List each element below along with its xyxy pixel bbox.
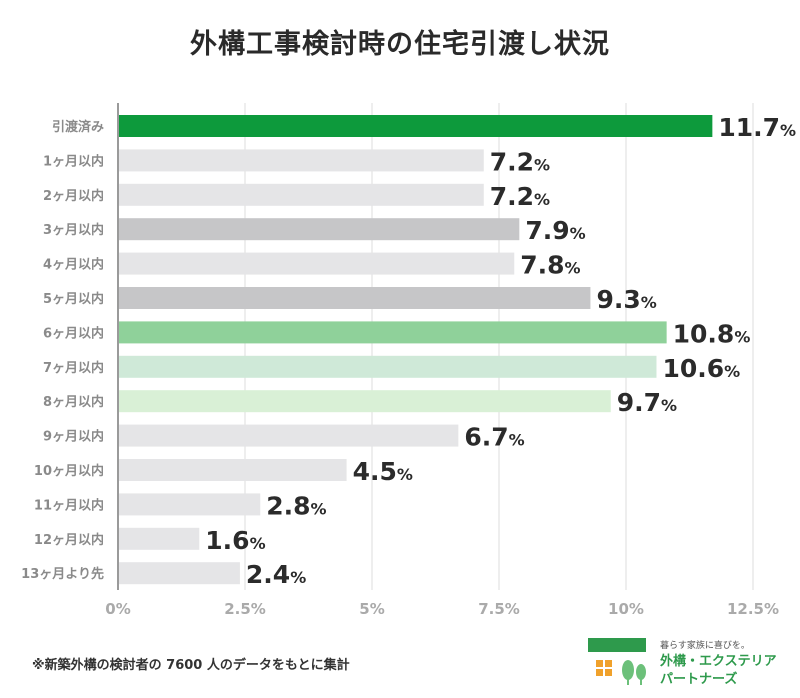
data-label: 11.7%: [718, 113, 796, 142]
bar: [118, 149, 484, 172]
data-label: 4.5%: [353, 457, 413, 486]
category-label: 13ヶ月より先: [21, 566, 104, 582]
data-label: 1.6%: [205, 526, 265, 555]
category-label: 5ヶ月以内: [43, 291, 104, 307]
bar: [118, 252, 515, 275]
data-label: 10.6%: [662, 354, 740, 383]
bar: [118, 562, 240, 585]
data-label: 9.3%: [596, 285, 656, 314]
data-label-unit: %: [661, 396, 677, 415]
category-label: 2ヶ月以内: [43, 188, 104, 204]
data-label-unit: %: [734, 327, 750, 346]
x-tick-label: 10%: [608, 600, 644, 618]
data-label-unit: %: [641, 293, 657, 312]
bar: [118, 183, 484, 206]
category-label: 3ヶ月以内: [43, 222, 104, 238]
bar: [118, 115, 713, 137]
data-label-unit: %: [780, 121, 796, 140]
data-label: 7.8%: [520, 251, 580, 280]
bar-chart: 0% 2.5% 5% 7.5% 10% 12.5% 引渡済み 11.7% 1ヶ月以内 7.2% 2ヶ…: [21, 103, 796, 618]
bar: [118, 321, 667, 344]
x-tick-label: 0%: [105, 600, 130, 618]
bar: [118, 459, 347, 481]
bar: [118, 390, 611, 413]
category-label: 10ヶ月以内: [34, 463, 104, 479]
data-label-unit: %: [534, 190, 550, 209]
bar: [118, 527, 200, 550]
data-label: 7.2%: [490, 182, 550, 211]
data-label: 2.4%: [246, 560, 306, 589]
category-label: 12ヶ月以内: [34, 532, 104, 548]
category-label: 9ヶ月以内: [43, 429, 104, 445]
data-label: 7.2%: [490, 147, 550, 176]
category-label: 引渡済み: [52, 119, 104, 135]
data-label-unit: %: [250, 534, 266, 553]
bar: [118, 355, 657, 378]
logo-name-line1: 外構・エクステリア: [660, 654, 777, 669]
data-label-unit: %: [570, 224, 586, 243]
data-label-unit: %: [311, 499, 327, 518]
category-label: 4ヶ月以内: [43, 257, 104, 273]
data-label: 10.8%: [673, 319, 751, 348]
logo-name-line2: パートナーズ: [660, 672, 738, 687]
data-label-unit: %: [724, 362, 740, 381]
data-label-unit: %: [509, 431, 525, 450]
data-label-unit: %: [290, 568, 306, 587]
logo-tagline: 暮らす家族に喜びを。: [660, 641, 750, 651]
category-label: 11ヶ月以内: [34, 497, 104, 513]
company-logo: 暮らす家族に喜びを。 外構・エクステリア パートナーズ: [588, 638, 788, 690]
category-label: 7ヶ月以内: [43, 360, 104, 376]
bar: [118, 493, 261, 516]
x-tick-label: 2.5%: [224, 600, 266, 618]
data-label-unit: %: [565, 259, 581, 278]
footnote: ※新築外構の検討者の 7600 人のデータをもとに集計: [32, 658, 350, 673]
x-tick-label: 12.5%: [727, 600, 779, 618]
bar: [118, 287, 591, 309]
data-label: 6.7%: [464, 423, 524, 452]
bar: [118, 424, 459, 447]
x-tick-label: 7.5%: [478, 600, 520, 618]
category-label: 6ヶ月以内: [43, 325, 104, 341]
house-trees-logo-icon: [588, 638, 646, 685]
bar: [118, 218, 520, 241]
data-label: 9.7%: [617, 388, 677, 417]
data-label: 2.8%: [266, 491, 326, 520]
category-label: 8ヶ月以内: [43, 394, 104, 410]
category-label: 1ヶ月以内: [43, 153, 104, 169]
data-label: 7.9%: [525, 216, 585, 245]
data-label-unit: %: [397, 465, 413, 484]
chart-title: 外構工事検討時の住宅引渡し状況: [190, 29, 610, 60]
x-tick-label: 5%: [359, 600, 384, 618]
data-label-unit: %: [534, 155, 550, 174]
